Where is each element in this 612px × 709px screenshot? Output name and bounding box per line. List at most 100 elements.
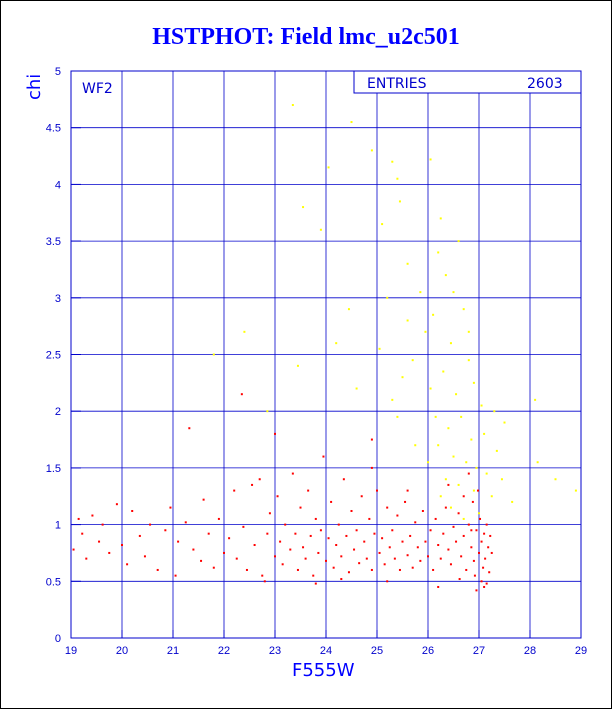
yellow-data-point <box>444 478 447 481</box>
red-data-point <box>81 532 84 535</box>
yellow-data-point <box>429 387 432 390</box>
red-data-point <box>437 544 440 547</box>
red-data-point <box>467 523 470 526</box>
red-data-point <box>268 512 271 515</box>
red-data-point <box>411 566 414 569</box>
yellow-data-point <box>447 427 450 430</box>
y-tick-label: 5 <box>55 66 61 78</box>
red-data-point <box>478 551 480 554</box>
red-data-point <box>274 432 276 435</box>
red-data-point <box>304 557 307 560</box>
red-data-point <box>342 478 345 481</box>
red-data-point <box>235 557 238 560</box>
red-data-point <box>490 551 493 554</box>
yellow-data-point <box>483 432 486 435</box>
yellow-data-point <box>347 308 350 311</box>
yellow-data-point <box>452 455 455 458</box>
yellow-data-point <box>457 240 460 243</box>
yellow-data-point <box>465 461 468 464</box>
red-data-point <box>207 532 210 535</box>
yellow-data-point <box>406 319 409 322</box>
red-data-point <box>489 534 492 537</box>
red-data-point <box>365 557 368 560</box>
yellow-data-point <box>500 478 503 481</box>
red-data-point <box>121 544 123 547</box>
red-data-point <box>296 568 299 571</box>
x-tick-label: 27 <box>473 645 485 657</box>
yellow-data-point <box>449 506 452 509</box>
red-data-point <box>381 537 384 540</box>
red-data-point <box>434 517 437 520</box>
yellow-data-point <box>490 495 493 498</box>
red-data-point <box>363 540 366 543</box>
red-data-point <box>188 427 191 430</box>
red-data-point <box>473 574 476 577</box>
yellow-data-point <box>442 370 445 373</box>
yellow-data-point <box>429 158 432 161</box>
yellow-data-point <box>427 461 429 464</box>
red-data-point <box>455 540 458 543</box>
x-tick-label: 29 <box>575 645 587 657</box>
grid-lines <box>71 71 581 638</box>
yellow-data-point <box>534 398 537 401</box>
red-data-point <box>91 514 94 517</box>
red-data-point <box>465 568 468 571</box>
red-data-point <box>482 566 485 569</box>
red-data-point <box>401 540 404 543</box>
yellow-data-point <box>452 291 455 294</box>
yellow-data-point <box>478 512 480 515</box>
panel-label: WF2 <box>82 81 113 97</box>
red-data-point <box>353 548 356 551</box>
yellow-data-point <box>439 495 442 498</box>
stats-box <box>353 70 582 94</box>
x-axis-title: F555W <box>292 660 355 681</box>
y-tick-label: 2.5 <box>46 350 61 362</box>
red-data-point <box>404 500 407 503</box>
red-data-point <box>427 555 429 558</box>
yellow-data-point <box>462 308 465 311</box>
yellow-data-point <box>434 415 437 418</box>
yellow-data-point <box>449 342 452 345</box>
red-data-point <box>386 506 389 509</box>
y-tick-label: 2 <box>55 406 61 418</box>
stats-value: 2603 <box>527 76 563 92</box>
red-data-point <box>479 517 482 520</box>
red-data-point <box>485 523 488 526</box>
red-data-point <box>309 534 312 537</box>
red-data-point <box>266 532 269 535</box>
red-data-point <box>261 574 264 577</box>
red-data-point <box>291 472 294 475</box>
red-data-point <box>253 544 256 547</box>
red-data-point <box>312 574 315 577</box>
y-tick-label: 0.5 <box>46 576 61 588</box>
x-tick-label: 20 <box>116 645 128 657</box>
yellow-data-point <box>381 223 384 226</box>
red-data-point <box>370 438 373 441</box>
red-data-point <box>169 506 172 509</box>
red-data-point <box>383 563 386 566</box>
yellow-data-point <box>419 291 422 294</box>
yellow-data-point <box>391 160 394 163</box>
red-data-point <box>460 555 463 558</box>
yellow-data-point <box>493 410 496 413</box>
yellow-data-point <box>511 500 514 503</box>
red-data-point <box>475 529 478 532</box>
red-data-point <box>452 525 455 528</box>
red-data-point <box>485 582 488 585</box>
red-data-point <box>289 548 292 551</box>
yellow-data-point <box>472 381 475 384</box>
red-data-point <box>396 514 399 517</box>
y-tick-label: 4 <box>55 179 61 191</box>
red-data-point <box>414 521 417 524</box>
red-data-point <box>458 578 461 581</box>
red-data-point <box>462 495 465 498</box>
y-tick-label: 4.5 <box>46 123 61 135</box>
chart-title: HSTPHOT: Field lmc_u2c501 <box>152 24 460 50</box>
red-data-point <box>184 521 187 524</box>
red-data-point <box>429 529 432 532</box>
yellow-data-point <box>536 461 539 464</box>
red-data-point <box>279 540 282 543</box>
yellow-data-point <box>355 387 358 390</box>
red-data-point <box>251 483 254 486</box>
